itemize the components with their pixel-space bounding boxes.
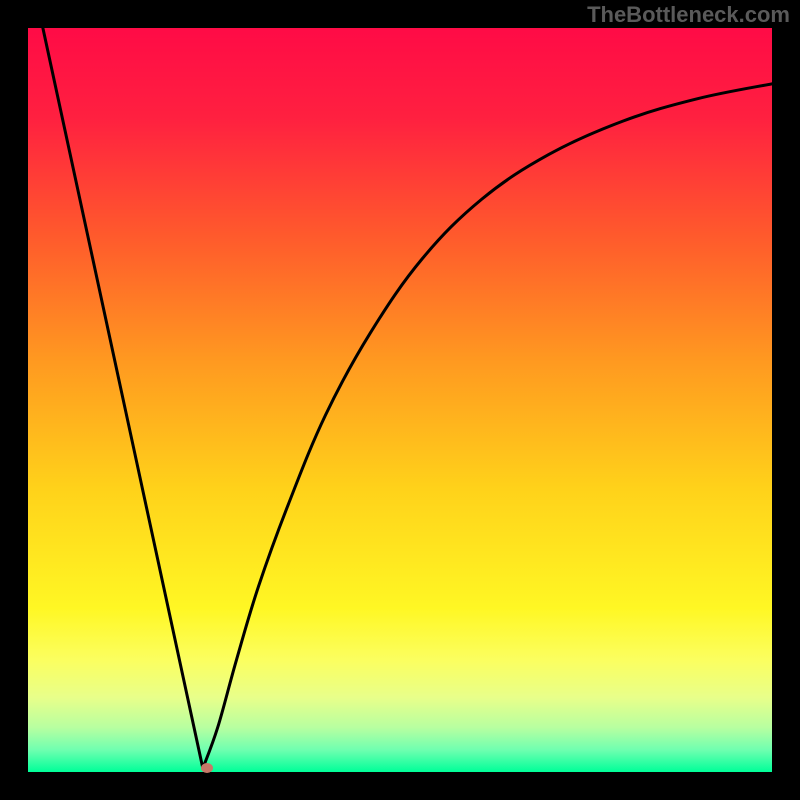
plot-area — [28, 28, 772, 772]
chart-container: TheBottleneck.com — [0, 0, 800, 800]
curve-path — [43, 28, 772, 768]
minimum-marker — [201, 763, 213, 773]
watermark-text: TheBottleneck.com — [587, 2, 790, 28]
bottleneck-curve — [28, 28, 772, 772]
